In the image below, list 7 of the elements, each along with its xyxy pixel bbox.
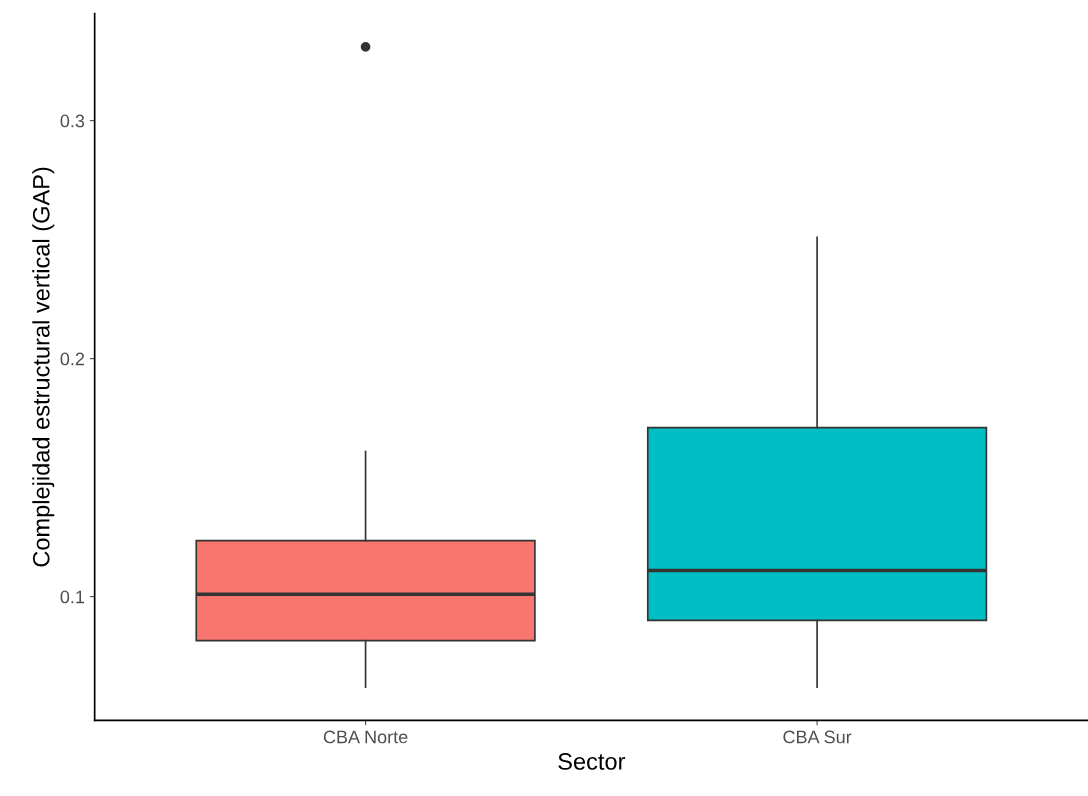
y-tick-label: 0.2 bbox=[60, 352, 85, 366]
y-axis-title: Complejidad estructural vertical (GAP) bbox=[32, 167, 55, 567]
x-tick-label: CBA Sur bbox=[783, 730, 852, 744]
y-tick-label: 0.3 bbox=[60, 114, 85, 128]
x-tick-label: CBA Norte bbox=[323, 730, 408, 744]
x-axis-title: Sector bbox=[558, 753, 626, 770]
y-tick-label: 0.1 bbox=[60, 590, 85, 604]
